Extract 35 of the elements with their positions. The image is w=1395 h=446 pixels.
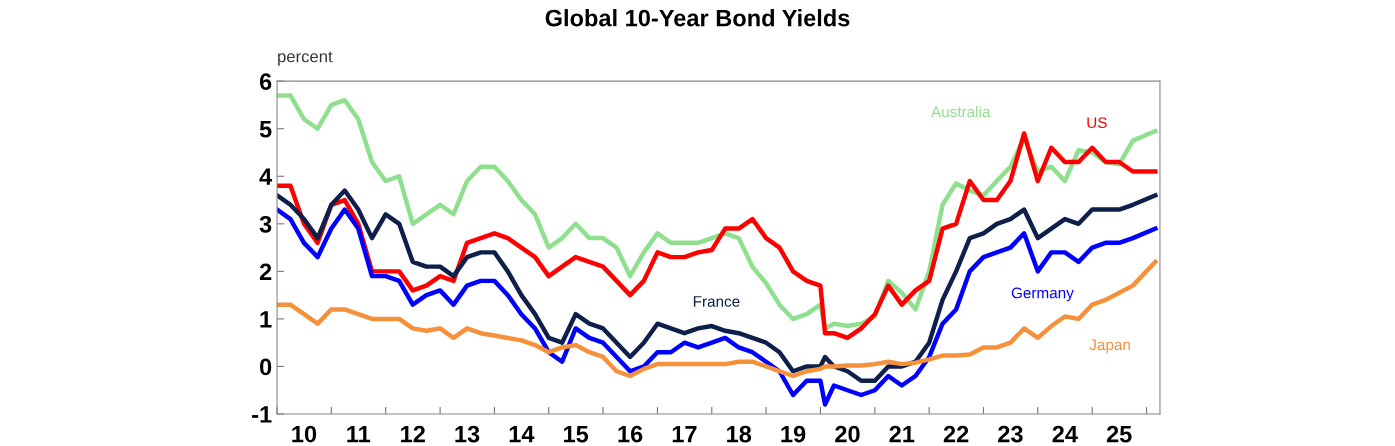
y-axis-title: percent	[278, 51, 333, 66]
x-tick-label: 11	[347, 426, 371, 443]
x-tick-label: 19	[781, 425, 806, 443]
x-tick-label: 13	[455, 425, 480, 443]
series-label: Germany	[1011, 287, 1074, 302]
x-tick-label: 10	[292, 425, 317, 443]
x-tick-label: 23	[998, 425, 1023, 443]
line-series	[277, 207, 1158, 407]
y-tick-label: 3	[259, 215, 272, 233]
line-series	[277, 131, 1158, 341]
series-label: Japan	[1089, 339, 1130, 354]
series-label: US	[1087, 117, 1107, 129]
x-tick-label: 17	[672, 426, 697, 443]
x-tick-label: 21	[889, 425, 915, 443]
x-tick-label: 16	[618, 425, 643, 443]
y-tick-label: 1	[260, 311, 272, 328]
y-tick-label: -1	[252, 406, 272, 423]
y-tick-label: 2	[259, 263, 272, 280]
y-tick-label: 6	[259, 73, 272, 90]
y-tick-label: 4	[259, 168, 273, 185]
chart-title: Global 10-Year Bond Yields	[545, 9, 850, 27]
x-tick-label: 24	[1052, 425, 1078, 443]
x-tick-label: 14	[509, 426, 535, 443]
x-tick-label: 25	[1106, 425, 1132, 443]
x-tick-label: 20	[835, 425, 860, 443]
line-series	[277, 259, 1158, 379]
y-tick-label: 0	[259, 358, 272, 376]
x-tick-label: 15	[564, 426, 589, 443]
y-tick-label: 5	[259, 121, 272, 138]
series-label: France	[693, 296, 740, 307]
line-series	[277, 188, 1158, 383]
x-tick-label: 12	[401, 425, 425, 443]
x-tick-label: 22	[943, 425, 969, 443]
text: Australia	[931, 105, 991, 118]
x-tick-label: 18	[727, 425, 752, 443]
